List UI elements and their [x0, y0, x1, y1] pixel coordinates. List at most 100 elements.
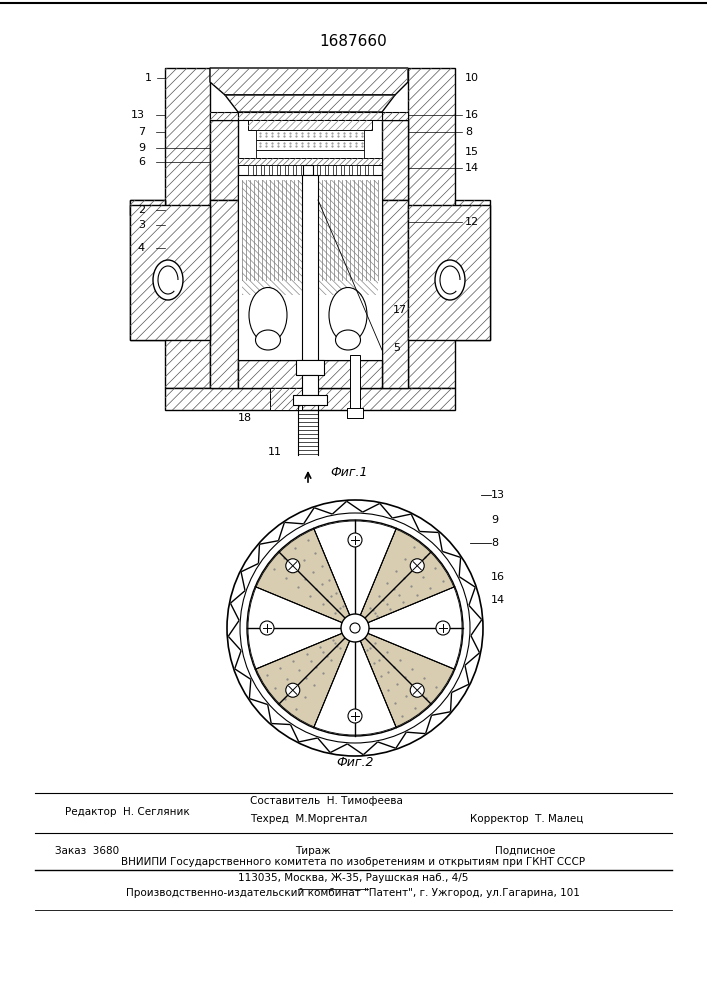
- Polygon shape: [210, 112, 238, 120]
- Polygon shape: [165, 388, 455, 410]
- Polygon shape: [210, 120, 238, 200]
- Polygon shape: [130, 200, 165, 340]
- Polygon shape: [238, 158, 382, 165]
- Text: Фиг.2: Фиг.2: [337, 756, 374, 768]
- Circle shape: [410, 683, 424, 697]
- Text: 12: 12: [465, 217, 479, 227]
- Polygon shape: [130, 200, 165, 340]
- Wedge shape: [256, 628, 355, 727]
- Circle shape: [286, 559, 300, 573]
- Polygon shape: [130, 205, 210, 340]
- Polygon shape: [242, 180, 302, 295]
- Text: 14: 14: [491, 595, 505, 605]
- Polygon shape: [165, 388, 455, 410]
- Text: 7: 7: [138, 127, 145, 137]
- Polygon shape: [256, 150, 364, 158]
- Polygon shape: [347, 408, 363, 418]
- Circle shape: [410, 559, 424, 573]
- Text: 18: 18: [238, 413, 252, 423]
- Polygon shape: [347, 408, 363, 418]
- Text: 2: 2: [138, 205, 145, 215]
- Polygon shape: [130, 200, 165, 215]
- Polygon shape: [315, 175, 382, 360]
- Polygon shape: [293, 395, 327, 405]
- Text: Производственно-издательский комбинат "Патент", г. Ужгород, ул.Гагарина, 101: Производственно-издательский комбинат "П…: [126, 888, 580, 898]
- Text: 14: 14: [465, 163, 479, 173]
- Polygon shape: [318, 180, 378, 295]
- Text: Подписное: Подписное: [495, 846, 556, 856]
- Polygon shape: [210, 68, 408, 95]
- Polygon shape: [256, 130, 364, 140]
- Polygon shape: [408, 68, 455, 388]
- Polygon shape: [302, 375, 318, 395]
- Polygon shape: [320, 165, 325, 175]
- Polygon shape: [350, 355, 360, 410]
- Text: 10: 10: [465, 73, 479, 83]
- Text: 113035, Москва, Ж-35, Раушская наб., 4/5: 113035, Москва, Ж-35, Раушская наб., 4/5: [238, 873, 468, 883]
- Ellipse shape: [255, 330, 281, 350]
- Wedge shape: [314, 521, 396, 628]
- Circle shape: [286, 683, 300, 697]
- Polygon shape: [238, 158, 382, 165]
- Polygon shape: [296, 165, 301, 175]
- Polygon shape: [293, 395, 327, 405]
- Text: 9: 9: [491, 515, 498, 525]
- Polygon shape: [303, 165, 313, 175]
- Ellipse shape: [249, 288, 287, 342]
- Polygon shape: [352, 165, 357, 175]
- Circle shape: [350, 623, 360, 633]
- Polygon shape: [382, 112, 408, 120]
- Polygon shape: [210, 120, 238, 200]
- Text: 1687660: 1687660: [319, 34, 387, 49]
- Text: 16: 16: [491, 572, 505, 582]
- Ellipse shape: [435, 260, 465, 300]
- Wedge shape: [355, 628, 454, 727]
- Text: 17: 17: [393, 305, 407, 315]
- Polygon shape: [210, 68, 408, 95]
- Text: 15: 15: [465, 147, 479, 157]
- Polygon shape: [304, 165, 309, 175]
- Polygon shape: [347, 408, 363, 418]
- Polygon shape: [256, 165, 261, 175]
- Text: 8: 8: [465, 127, 472, 137]
- Polygon shape: [248, 165, 253, 175]
- Polygon shape: [130, 205, 210, 340]
- Polygon shape: [296, 360, 324, 375]
- Polygon shape: [408, 205, 490, 340]
- Polygon shape: [248, 120, 372, 130]
- Circle shape: [247, 520, 463, 736]
- Polygon shape: [368, 165, 373, 175]
- Text: 5: 5: [393, 343, 400, 353]
- Polygon shape: [382, 120, 408, 200]
- Polygon shape: [382, 112, 408, 120]
- Text: 13: 13: [491, 490, 505, 500]
- Text: Корректор  Т. Малец: Корректор Т. Малец: [470, 814, 583, 824]
- Polygon shape: [328, 165, 333, 175]
- Polygon shape: [225, 95, 395, 112]
- Wedge shape: [355, 587, 462, 669]
- Text: Заказ  3680: Заказ 3680: [55, 846, 119, 856]
- Polygon shape: [238, 112, 382, 120]
- Polygon shape: [248, 120, 372, 130]
- Wedge shape: [248, 587, 355, 669]
- Ellipse shape: [336, 330, 361, 350]
- Text: 11: 11: [268, 447, 282, 457]
- Text: 16: 16: [465, 110, 479, 120]
- Text: ВНИИПИ Государственного комитета по изобретениям и открытиям при ГКНТ СССР: ВНИИПИ Государственного комитета по изоб…: [121, 857, 585, 867]
- Polygon shape: [302, 375, 318, 395]
- Text: 3: 3: [138, 220, 145, 230]
- Circle shape: [240, 513, 470, 743]
- Polygon shape: [336, 165, 341, 175]
- Text: 13: 13: [131, 110, 145, 120]
- Polygon shape: [288, 165, 293, 175]
- Polygon shape: [130, 200, 165, 215]
- Polygon shape: [238, 112, 382, 120]
- Polygon shape: [270, 388, 302, 410]
- Circle shape: [348, 709, 362, 723]
- Polygon shape: [210, 112, 238, 120]
- Polygon shape: [382, 200, 408, 388]
- Polygon shape: [225, 95, 395, 112]
- Text: Редактор  Н. Сегляник: Редактор Н. Сегляник: [65, 807, 189, 817]
- Text: 6: 6: [138, 157, 145, 167]
- Polygon shape: [238, 360, 382, 388]
